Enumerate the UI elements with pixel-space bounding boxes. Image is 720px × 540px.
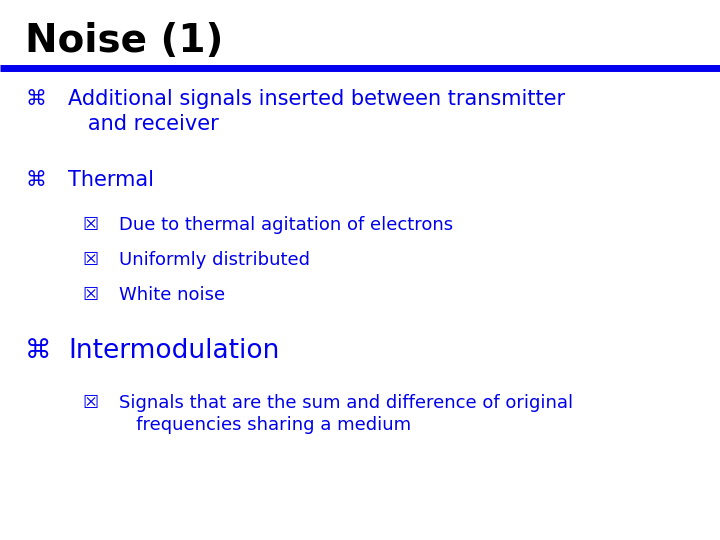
Text: ☒: ☒ [83,286,99,304]
Text: Intermodulation: Intermodulation [68,338,280,363]
Text: ☒: ☒ [83,251,99,269]
Text: Thermal: Thermal [68,170,154,190]
Text: ⌘: ⌘ [25,89,46,109]
Text: Due to thermal agitation of electrons: Due to thermal agitation of electrons [119,216,453,234]
Text: ⌘: ⌘ [25,338,52,363]
Text: ⌘: ⌘ [25,170,46,190]
Text: ☒: ☒ [83,394,99,412]
Text: White noise: White noise [119,286,225,304]
Text: Noise (1): Noise (1) [25,22,224,59]
Text: ☒: ☒ [83,216,99,234]
Text: Signals that are the sum and difference of original
   frequencies sharing a med: Signals that are the sum and difference … [119,394,573,434]
Text: Additional signals inserted between transmitter
   and receiver: Additional signals inserted between tran… [68,89,565,134]
Text: Uniformly distributed: Uniformly distributed [119,251,310,269]
